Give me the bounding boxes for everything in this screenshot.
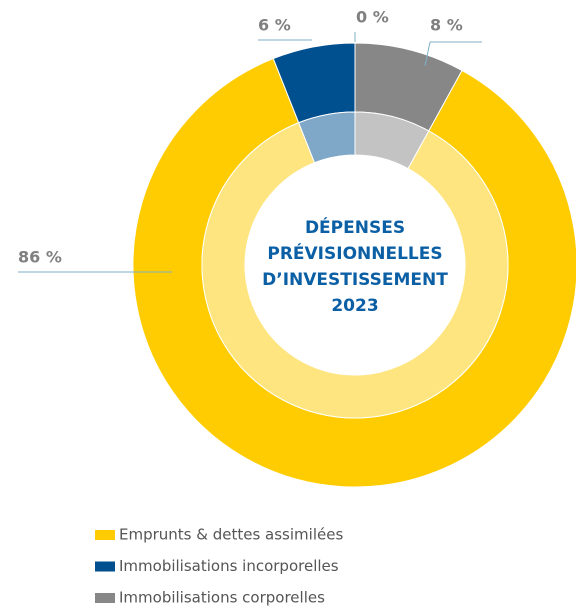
donut-inner-slice (201, 122, 509, 419)
legend-swatch (95, 593, 115, 603)
legend-label: Emprunts & dettes assimilées (119, 526, 343, 544)
value-label: 0 % (356, 8, 389, 27)
center-title: PRÉVISIONNELLES (267, 242, 442, 264)
legend-swatch (95, 530, 115, 540)
legend-label: Immobilisations incorporelles (119, 557, 339, 575)
value-label: 8 % (430, 16, 463, 35)
center-title: DÉPENSES (305, 216, 405, 238)
legend-swatch (95, 561, 115, 572)
center-title: 2023 (331, 296, 378, 316)
leader-line (424, 41, 431, 67)
legend-label: Immobilisations corporelles (119, 589, 325, 607)
value-label: 86 % (18, 248, 62, 267)
donut-inner-slice (354, 111, 430, 170)
center-title: D’INVESTISSEMENT (262, 270, 448, 290)
value-label: 6 % (258, 16, 291, 35)
